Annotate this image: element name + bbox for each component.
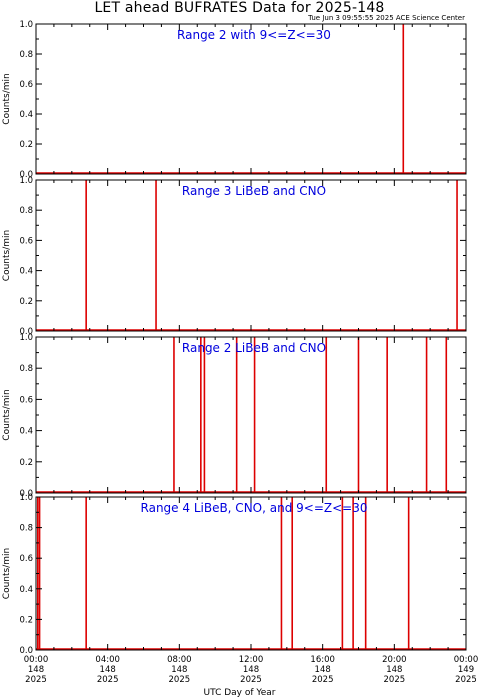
y-tick-label: 0.0 — [19, 170, 33, 180]
y-tick-label: 1.0 — [19, 493, 33, 503]
y-tick-label: 0.8 — [19, 206, 33, 216]
y-tick-label: 0.0 — [19, 489, 33, 499]
x-tick-label-line: 12:00 — [239, 655, 264, 665]
panel-frame — [35, 179, 467, 332]
x-tick-label-line: 00:00 — [24, 655, 49, 665]
panel-3: 0.0 0.2 0.4 0.6 0.8 1.0 Counts/min Range 2 LiBe… — [2, 333, 467, 499]
y-axis-label: Counts/min — [2, 389, 12, 440]
chart-title: LET ahead BUFRATES Data for 2025-148 — [94, 0, 385, 16]
x-tick-label-line: 149 — [458, 665, 474, 675]
x-tick-label-line: 148 — [28, 665, 44, 675]
timestamp: Tue Jun 3 09:55:55 2025 ACE Science Cent… — [308, 14, 465, 22]
y-tick-label: 0.4 — [19, 110, 33, 120]
panel-frame — [35, 336, 467, 494]
x-tick-label-line: 16:00 — [310, 655, 335, 665]
y-tick-label: 1.0 — [19, 20, 33, 30]
y-tick-label: 0.6 — [19, 236, 33, 246]
x-tick-label-line: 2025 — [312, 675, 334, 685]
y-tick-label: 0.0 — [19, 646, 33, 656]
panel-1: 0.0 0.2 0.4 0.6 0.8 1.0 Counts/min Range 2 with… — [2, 20, 467, 180]
x-tick-label-line: 148 — [315, 665, 331, 675]
x-tick-label-line: 04:00 — [95, 655, 120, 665]
y-tick-label: 1.0 — [19, 333, 33, 343]
panel-4: 0.0 0.2 0.4 0.6 0.8 1.0 Counts/min Range 4 LiBe… — [2, 493, 467, 656]
y-tick-label: 0.4 — [19, 585, 33, 595]
y-tick-label: 0.2 — [19, 458, 33, 468]
panel-label: Range 4 LiBeB, CNO, and 9<=Z<=30 — [141, 501, 368, 515]
x-tick-label-line: 148 — [100, 665, 116, 675]
x-tick-label-line: 148 — [171, 665, 187, 675]
x-tick-label-line: 08:00 — [167, 655, 192, 665]
panel-frame — [35, 496, 467, 651]
y-tick-label: 0.4 — [19, 427, 33, 437]
panel-label: Range 2 with 9<=Z<=30 — [177, 28, 331, 42]
x-tick-label-line: 2025 — [169, 675, 191, 685]
y-axis-label: Counts/min — [2, 230, 12, 281]
y-tick-label: 0.2 — [19, 615, 33, 625]
y-tick-label: 0.6 — [19, 80, 33, 90]
y-axis-label: Counts/min — [2, 73, 12, 124]
x-tick-label-line: 2025 — [25, 675, 47, 685]
panel-label: Range 3 LiBeB and CNO — [182, 184, 326, 198]
y-tick-label: 0.4 — [19, 267, 33, 277]
y-tick-label: 0.6 — [19, 395, 33, 405]
panel-frame — [35, 23, 467, 175]
y-tick-label: 0.0 — [19, 327, 33, 337]
x-tick-label-line: 2025 — [455, 675, 477, 685]
x-tick-label-line: 148 — [386, 665, 402, 675]
panel-2: 0.0 0.2 0.4 0.6 0.8 1.0 Counts/min Range 3 LiBe… — [2, 176, 467, 337]
y-tick-label: 0.6 — [19, 554, 33, 564]
x-tick-label-line: 20:00 — [382, 655, 407, 665]
x-tick-label-line: 148 — [243, 665, 259, 675]
y-tick-label: 0.8 — [19, 364, 33, 374]
x-axis-label: UTC Day of Year — [203, 688, 276, 698]
y-axis-label: Counts/min — [2, 548, 12, 599]
y-tick-label: 0.2 — [19, 140, 33, 150]
x-tick-label-line: 2025 — [97, 675, 119, 685]
x-tick-label-line: 2025 — [384, 675, 406, 685]
y-tick-label: 1.0 — [19, 176, 33, 186]
y-tick-label: 0.8 — [19, 50, 33, 60]
y-tick-label: 0.2 — [19, 297, 33, 307]
x-tick-label-line: 00:00 — [454, 655, 479, 665]
y-tick-label: 0.8 — [19, 524, 33, 534]
x-tick-label-line: 2025 — [240, 675, 262, 685]
panel-label: Range 2 LiBeB and CNO — [182, 341, 326, 355]
